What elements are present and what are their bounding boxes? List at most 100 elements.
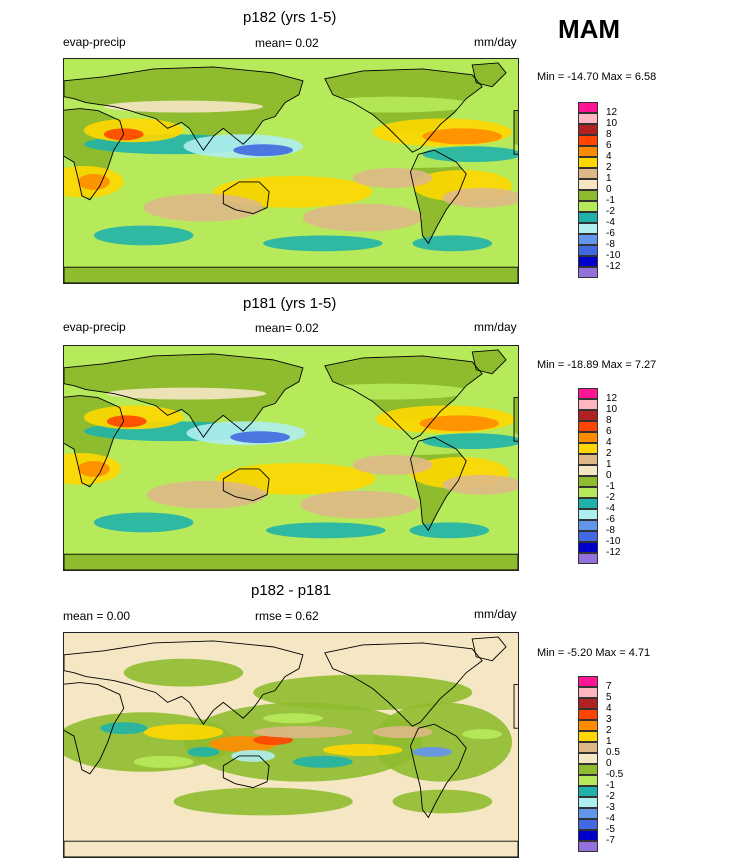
coastline [64, 266, 518, 283]
colorbar-label: -2 [606, 791, 615, 802]
colorbar-label: -2 [606, 492, 615, 503]
colorbar-label: 8 [606, 415, 612, 426]
colorbar-label: 4 [606, 437, 612, 448]
contour-region [123, 658, 244, 687]
colorbar-label: -5 [606, 824, 615, 835]
panel-2-variable: evap-precip [63, 320, 126, 334]
panel-2-map [63, 345, 519, 571]
colorbar-swatch [578, 113, 598, 124]
coastline [64, 640, 304, 725]
panel-3-rmse: rmse = 0.62 [255, 609, 319, 623]
contour-region [412, 746, 453, 757]
colorbar-swatch [578, 432, 598, 443]
colorbar-swatch [578, 388, 598, 399]
contour-region [93, 225, 194, 246]
colorbar-swatch [578, 764, 598, 775]
colorbar-swatch [578, 731, 598, 742]
colorbar-swatch [578, 256, 598, 267]
land-region [64, 554, 518, 570]
contour-region [462, 729, 503, 740]
contour-region [266, 522, 386, 539]
coastline [513, 397, 518, 442]
colorbar-label: 10 [606, 404, 618, 415]
colorbar-label: 0 [606, 470, 612, 481]
contour-region [146, 480, 267, 509]
colorbar-label: -2 [606, 206, 615, 217]
panel-3-title: p182 - p181 [251, 582, 332, 599]
coastline [64, 108, 125, 201]
coastline [324, 642, 483, 727]
contour-region [419, 415, 500, 432]
coastline [471, 636, 507, 662]
colorbar-swatch [578, 102, 598, 113]
contour-region [173, 787, 353, 816]
panel-3-map [63, 632, 519, 858]
colorbar-label: -10 [606, 536, 621, 547]
colorbar-label: 2 [606, 725, 612, 736]
panel-1-variable: evap-precip [63, 35, 126, 49]
colorbar-label: 0 [606, 184, 612, 195]
colorbar-swatch [578, 157, 598, 168]
contour-region [193, 518, 254, 531]
contour-region [216, 462, 376, 495]
coastline [513, 110, 518, 155]
colorbar-swatch [578, 234, 598, 245]
land-region [514, 110, 518, 155]
contour-region [93, 512, 194, 533]
colorbar-swatch [578, 146, 598, 157]
coastline [324, 68, 483, 153]
colorbar-label: 3 [606, 714, 612, 725]
panel-1-units: mm/day [474, 35, 517, 49]
contour-region [187, 746, 220, 757]
colorbar-label: -6 [606, 228, 615, 239]
coastline [410, 723, 467, 819]
colorbar-label: 12 [606, 107, 618, 118]
colorbar-label: -6 [606, 514, 615, 525]
contour-region [193, 231, 254, 244]
panel-2-mean: mean= 0.02 [255, 321, 319, 335]
coastline [222, 755, 270, 789]
colorbar-swatch [578, 808, 598, 819]
colorbar-label: -10 [606, 250, 621, 261]
colorbar-swatch [578, 498, 598, 509]
colorbar-label: -12 [606, 261, 621, 272]
colorbar-swatch [578, 676, 598, 687]
colorbar-label: -8 [606, 239, 615, 250]
coastline [410, 436, 467, 532]
colorbar-label: -1 [606, 481, 615, 492]
colorbar-swatch [578, 399, 598, 410]
contour-region [263, 235, 383, 252]
coastline [64, 553, 518, 570]
colorbar-swatch [578, 223, 598, 234]
colorbar-swatch [578, 443, 598, 454]
coastline [64, 66, 304, 151]
colorbar-swatch [578, 124, 598, 135]
contour-region [253, 726, 353, 739]
colorbar-label: -7 [606, 835, 615, 846]
contour-region [372, 702, 513, 782]
colorbar-swatch [578, 698, 598, 709]
colorbar-label: 7 [606, 681, 612, 692]
contour-region [106, 387, 267, 400]
contour-region [143, 724, 224, 741]
contour-region [103, 100, 264, 113]
colorbar-label: 4 [606, 703, 612, 714]
contour-region [106, 415, 147, 428]
colorbar-swatch [578, 201, 598, 212]
colorbar-swatch [578, 830, 598, 841]
contour-region [352, 455, 433, 475]
colorbar-swatch [578, 775, 598, 786]
contour-region [77, 173, 110, 190]
colorbar-label: 2 [606, 162, 612, 173]
panel-2-minmax: Min = -18.89 Max = 7.27 [537, 359, 657, 371]
contour-region [422, 128, 503, 145]
colorbar-swatch [578, 487, 598, 498]
colorbar-label: 5 [606, 692, 612, 703]
contour-region [372, 726, 433, 739]
panel-1-map [63, 58, 519, 284]
colorbar-label: -8 [606, 525, 615, 536]
colorbar-swatch [578, 245, 598, 256]
colorbar-label: 6 [606, 426, 612, 437]
colorbar-label: 0 [606, 758, 612, 769]
contour-region [143, 193, 264, 222]
